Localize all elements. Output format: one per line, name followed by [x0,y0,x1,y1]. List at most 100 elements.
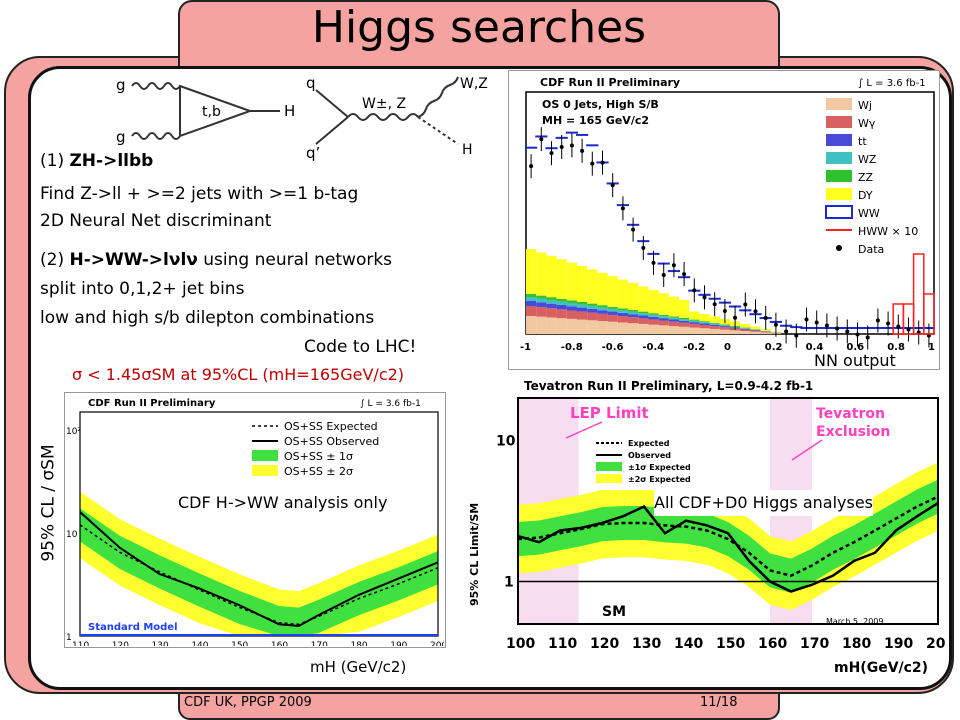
nn-stack-bar [577,307,588,312]
nn-stack-bar [617,308,628,311]
nn-stack-bar [628,314,639,318]
tev-xtick-label: 140 [674,636,703,652]
nn-plot-subtitle-2: MH = 165 GeV/c2 [542,114,649,127]
boson-label: W±, Z [362,96,406,112]
nn-stack-bar [709,323,720,325]
nn-stack-bar [587,320,598,334]
tev-legend-label: Observed [628,451,671,460]
nn-stack-bar [740,328,751,330]
item2-suffix: using neural networks [197,250,393,270]
nn-stack-bar [699,328,710,334]
nn-stack-bar [699,325,710,329]
nn-stack-bar [526,294,537,297]
nn-stack-bar [556,259,567,299]
nn-stack-bar [617,279,628,309]
lep-arrow [565,421,603,439]
tev-xtick-label: 160 [758,636,787,652]
item2-prefix: (2) [40,250,70,270]
nn-legend-label: Wj [858,99,872,112]
gluon-line-bottom [131,132,181,140]
nn-stack-bar [689,320,700,323]
nn-stack-bar [638,311,649,314]
nn-legend-label: HWW × 10 [858,225,918,238]
nn-stack-bar [607,308,618,312]
nn-stack-bar [648,314,659,317]
nn-stack-bar [668,321,679,327]
nn-stack-bar [658,325,669,334]
nn-stack-bar [597,307,608,311]
tev-date: March 5, 2009 [826,617,883,626]
nn-stack-bar [658,314,669,317]
tev-xtick-label: 190 [884,636,913,652]
tev-excl-label-2: Exclusion [816,424,890,440]
nn-legend-swatch [826,188,852,200]
nn-xtick-label: -0.6 [602,342,624,353]
tev-legend-label: ±1σ Expected [628,463,691,472]
hww-limit-chart: CDF Run II Preliminary ∫ L = 3.6 fb-1 St… [66,398,444,646]
tev-plot-header: Tevatron Run II Preliminary, L=0.9-4.2 f… [524,379,813,393]
tevatron-limit-chart: Tevatron Run II Preliminary, L=0.9-4.2 f… [468,379,946,676]
tev-legend-label: ±2σ Expected [628,475,691,484]
nn-stack-bar [679,326,690,334]
loop-label: t,b [202,104,221,120]
sm-label: SM [602,604,626,620]
item2-heading: (2) H->WW->lνlν using neural networks [40,247,392,273]
nn-stack-bar [556,318,567,334]
nn-stack-bar [719,326,730,328]
higgs-label: H [284,102,295,120]
nn-xtick-label: -0.2 [683,342,705,353]
tev-xlabel: mH(GeV/c2) [834,660,928,676]
nn-stack-bar [628,310,639,312]
nn-legend-label: tt [858,135,867,148]
hww-xtick-label: 120 [112,641,129,646]
nn-stack-bar [536,295,547,299]
nn-stack-bar [607,276,618,307]
nn-stack-bar [597,313,608,322]
nn-stack-bar [587,303,598,306]
item1-line2: Find Z->ll + >=2 jets with >=1 b-tag [40,184,359,204]
tev-xtick-label: 120 [590,636,619,652]
tev-arrow [791,439,823,461]
hww-legend-swatch [252,450,278,461]
nn-legend-label: Data [858,243,884,256]
tev-ytick-label: 10 [496,433,516,449]
nn-xtick-label: 0 [724,342,731,353]
nn-stack-bar [679,319,690,321]
nn-stack-bar [730,330,741,334]
nn-legend-label: DY [858,189,873,202]
nn-xtick-label: 0.4 [806,342,824,353]
nn-output-label: NN output [814,351,896,370]
tev-xtick-label: 110 [548,636,577,652]
nn-stack-bar [526,306,537,316]
hww-xtick-label: 150 [231,641,248,646]
nn-xtick-label: 0.6 [846,342,864,353]
nn-stack-bar [546,255,557,298]
item1-heading: (1) ZH->llbb [40,148,153,174]
all-cdf-d0-note: All CDF+D0 Higgs analyses [654,490,873,516]
nn-stack-bar [750,326,761,330]
nn-stack-bar [628,283,639,310]
nn-stack-bar [597,305,608,308]
nn-legend-label: WW [858,207,880,220]
nn-stack-bar [719,325,730,327]
nn-stack-bar [668,319,679,322]
hww-xtick-label: 110 [72,641,89,646]
nn-stack-bar [760,331,771,333]
nn-stack-bar [750,330,761,331]
nn-stack-bar [617,312,628,317]
tev-xtick-label: 200 [926,636,946,652]
nn-xtick-label: -0.4 [642,342,664,353]
nn-stack-bar [577,311,588,320]
tev-observed-line [517,502,939,593]
footer-conference: CDF UK, PPGP 2009 [184,695,312,710]
nn-stack-bar [689,323,700,328]
tev-band-1sigma [518,479,938,593]
nn-stack-bar [526,301,537,306]
nn-legend-swatch [826,116,852,128]
item1-prefix: (1) [40,151,70,171]
nn-stack-bar [689,327,700,334]
nn-xtick-label: 1 [928,342,935,353]
nn-xtick-label: 0.2 [765,342,783,353]
nn-stack-bar [628,317,639,324]
feynman-wh-diagram: q q’ W±, Z W,Z H [306,74,488,162]
